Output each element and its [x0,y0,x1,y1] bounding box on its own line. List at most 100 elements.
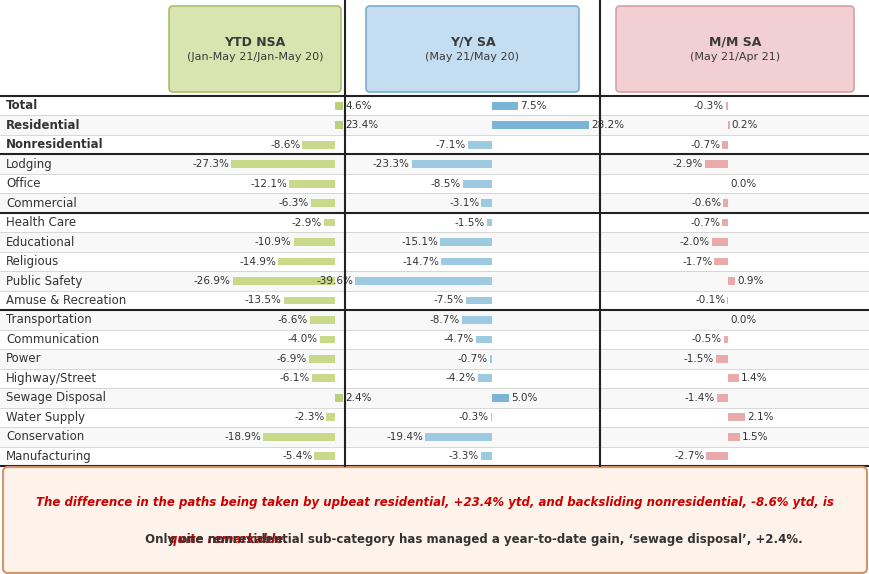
Text: -2.9%: -2.9% [672,159,702,169]
Bar [480,452,492,460]
Text: -7.5%: -7.5% [434,296,463,305]
Bar [0,96,869,466]
Text: Only one nonresidential sub-category has managed a year-to-date gain, ‘sewage di: Only one nonresidential sub-category has… [141,533,801,546]
Text: quite remarkable.: quite remarkable. [169,533,288,546]
Text: 23.4%: 23.4% [345,120,378,130]
Bar [441,258,492,265]
Bar [0,291,869,310]
Bar [727,374,739,382]
Text: 4.6%: 4.6% [345,100,371,111]
Text: -6.6%: -6.6% [277,315,308,325]
Text: -27.3%: -27.3% [192,159,229,169]
Text: -3.1%: -3.1% [448,198,479,208]
Bar [231,160,335,168]
Bar [727,413,744,421]
Text: Conservation: Conservation [6,430,84,443]
Bar [0,193,869,213]
Bar [481,199,492,207]
Text: -26.9%: -26.9% [194,276,230,286]
Text: (Jan-May 21/Jan-May 20): (Jan-May 21/Jan-May 20) [187,52,323,62]
Text: -13.5%: -13.5% [244,296,282,305]
Text: Sewage Disposal: Sewage Disposal [6,391,106,404]
Text: Residential: Residential [6,119,81,131]
Bar [462,180,492,188]
Text: Religious: Religious [6,255,59,268]
Text: (May 21/Apr 21): (May 21/Apr 21) [689,52,779,62]
Text: -2.7%: -2.7% [673,451,704,461]
Text: Amuse & Recreation: Amuse & Recreation [6,294,126,307]
Text: -4.2%: -4.2% [445,373,475,383]
Bar [314,452,335,460]
Bar [0,232,869,252]
Bar [721,219,727,227]
Bar [727,277,734,285]
FancyBboxPatch shape [3,467,866,573]
Bar [283,297,335,304]
Bar [492,121,588,129]
Text: -23.3%: -23.3% [372,159,409,169]
Text: -3.3%: -3.3% [448,451,478,461]
Bar [293,238,335,246]
Text: 5.0%: 5.0% [511,393,537,403]
Text: (May 21/May 20): (May 21/May 20) [425,52,519,62]
Text: -0.7%: -0.7% [689,218,720,227]
Bar [302,141,335,149]
Bar [466,297,492,304]
Bar [0,272,869,291]
Bar [335,121,342,129]
Bar [487,219,492,227]
Text: -15.1%: -15.1% [401,237,437,247]
Text: -0.7%: -0.7% [457,354,487,364]
Bar [0,213,869,232]
Bar [355,277,492,285]
Text: 0.0%: 0.0% [729,179,755,189]
Text: Transportation: Transportation [6,313,91,327]
Bar [0,154,869,174]
Text: -4.7%: -4.7% [443,335,474,344]
Text: -2.3%: -2.3% [294,412,324,422]
Text: Lodging: Lodging [6,158,53,170]
Text: YTD NSA: YTD NSA [224,36,285,48]
Text: -8.5%: -8.5% [430,179,461,189]
Bar [727,433,740,441]
Text: -12.1%: -12.1% [250,179,287,189]
Text: 0.9%: 0.9% [736,276,763,286]
Text: -0.7%: -0.7% [689,139,720,150]
Bar [706,452,727,460]
Bar [311,199,335,207]
Bar [308,355,335,363]
Text: Educational: Educational [6,235,76,249]
Text: -10.9%: -10.9% [255,237,291,247]
FancyBboxPatch shape [169,6,341,92]
Bar [0,135,869,154]
Bar [233,277,335,285]
Bar [477,374,492,382]
Text: Y/Y SA: Y/Y SA [449,36,494,48]
Text: -0.3%: -0.3% [458,412,488,422]
Bar [0,388,869,408]
Bar [0,408,869,427]
Bar [0,252,869,272]
Bar [411,160,492,168]
Bar [723,336,727,343]
Text: -8.6%: -8.6% [269,139,300,150]
FancyBboxPatch shape [615,6,853,92]
Text: Highway/Street: Highway/Street [6,372,97,385]
Text: -18.9%: -18.9% [224,432,261,442]
Text: -1.4%: -1.4% [684,393,714,403]
Bar [489,355,492,363]
Text: -19.4%: -19.4% [386,432,422,442]
Text: Public Safety: Public Safety [6,274,83,288]
Bar [0,96,869,115]
Bar [0,174,869,193]
Bar [716,394,727,402]
Bar [467,141,492,149]
Text: -0.3%: -0.3% [693,100,723,111]
Bar [721,141,727,149]
Text: -4.0%: -4.0% [288,335,317,344]
Bar [727,121,729,129]
Bar [711,238,727,246]
Bar [461,316,492,324]
Bar [0,369,869,388]
Text: -1.7%: -1.7% [681,257,712,266]
